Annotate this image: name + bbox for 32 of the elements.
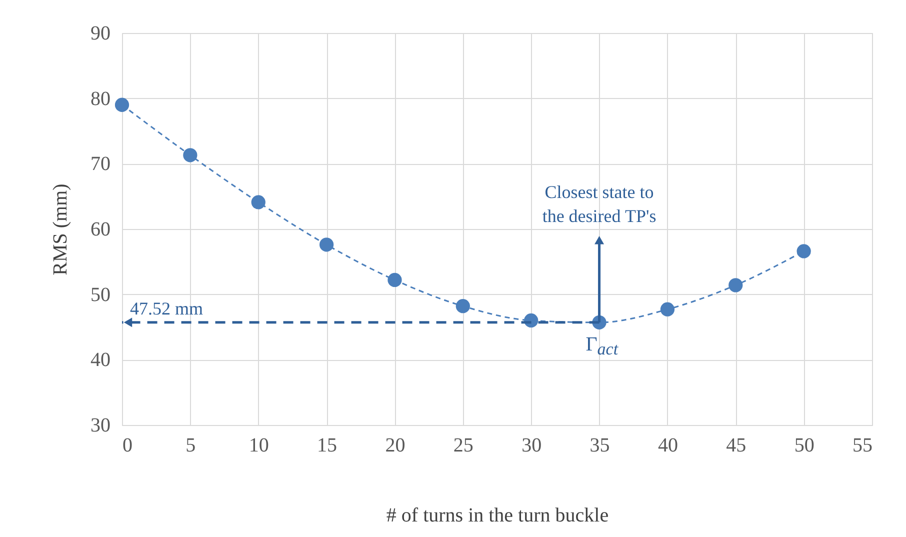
x-tick-label: 25 <box>453 434 474 456</box>
y-tick-label: 60 <box>90 218 110 240</box>
x-tick-label: 45 <box>726 434 746 456</box>
x-tick-label: 10 <box>248 434 269 456</box>
point <box>660 302 675 316</box>
point <box>251 195 266 210</box>
y-tick-label: 90 <box>90 22 110 44</box>
y-tick-label: 70 <box>90 153 110 176</box>
point <box>728 278 743 292</box>
y-tick-label: 80 <box>90 88 110 110</box>
point <box>114 98 130 112</box>
x-tick-label: 55 <box>852 434 872 456</box>
x-tick-label: 15 <box>317 434 338 456</box>
x-tick-label: 20 <box>385 434 406 456</box>
x-tick-label: 40 <box>658 434 678 456</box>
y-tick-label: 50 <box>90 284 110 306</box>
point <box>388 272 402 288</box>
annotation: 47.52 mm <box>130 298 204 318</box>
x-tick-label: 0 <box>122 434 132 456</box>
y-tick-label: 30 <box>90 414 110 436</box>
point <box>319 238 334 252</box>
x-tick-label: 5 <box>186 434 196 456</box>
y-tick-label: 40 <box>90 349 110 372</box>
y-axis-title: RMS (mm) <box>50 184 72 276</box>
x-tick-label: 30 <box>522 434 542 456</box>
annotation: Closest state to the desired TP's <box>542 182 656 226</box>
point <box>183 148 198 162</box>
point <box>456 299 470 314</box>
x-tick-label: 35 <box>590 434 610 456</box>
x-axis-title: # of turns in the turn buckle <box>386 504 609 526</box>
point <box>796 244 811 258</box>
x-tick-label: 50 <box>794 434 814 456</box>
